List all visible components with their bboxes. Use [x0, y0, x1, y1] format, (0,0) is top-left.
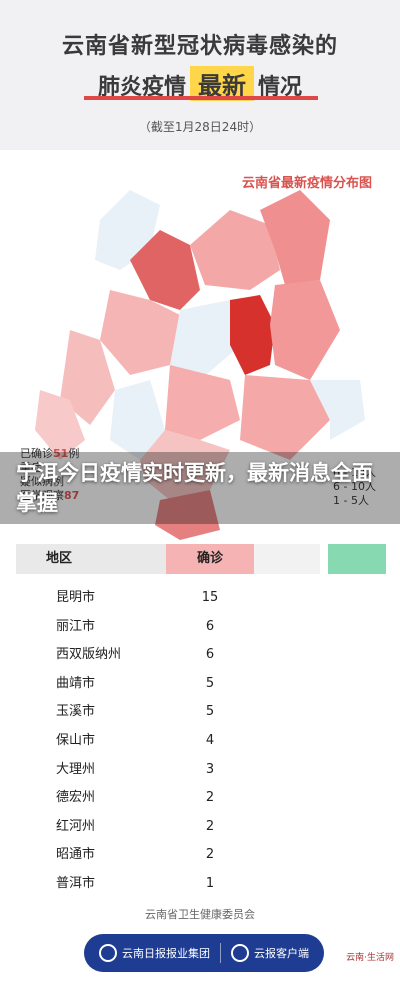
map-area: 云南省最新疫情分布图 [0, 150, 400, 540]
title-post: 情况 [258, 75, 303, 100]
table-row: 玉溪市 5 [16, 698, 386, 727]
table-row: 昭通市 2 [16, 841, 386, 870]
map-region-baoshan [60, 330, 115, 425]
count-cell: 1 [205, 875, 215, 891]
map-title: 云南省最新疫情分布图 [241, 176, 372, 191]
map-region-xishuangbanna [155, 490, 220, 540]
legend-left: 已确诊51例 重症 疑似病例 医学观察87 [20, 447, 79, 503]
region-cell: 保山市 [56, 732, 96, 748]
region-cell: 红河州 [56, 818, 96, 834]
map-region-wenshan [310, 380, 365, 440]
watermark: 云南·生活网 [346, 953, 394, 963]
map-region-north [190, 210, 280, 290]
map-region-lijiang [130, 230, 200, 310]
count-cell: 2 [205, 847, 215, 863]
table-row: 西双版纳州 6 [16, 641, 386, 670]
logo2-text: 云报客户端 [254, 947, 309, 960]
region-cell: 普洱市 [56, 875, 96, 891]
table-header: 地区 确诊 [16, 544, 386, 574]
region-cell: 昭通市 [56, 847, 96, 863]
region-cell: 昆明市 [56, 590, 96, 605]
count-cell: 3 [205, 761, 215, 777]
count-cell: 4 [205, 732, 215, 748]
map-region-zhaotong [260, 190, 330, 285]
table-row: 昆明市 15 [16, 584, 386, 613]
footer-org: 云南省卫生健康委员会 [145, 908, 255, 921]
legend-range1: 6 - 10人 [333, 466, 376, 479]
count-cell: 2 [205, 818, 215, 834]
count-cell: 6 [205, 618, 215, 634]
map-region-puer [140, 430, 230, 500]
header-gap [320, 544, 328, 574]
newspaper-logo-icon [99, 944, 117, 962]
header-blank2 [328, 544, 386, 574]
headline-overlay [0, 452, 400, 524]
logo-separator [220, 943, 221, 963]
map-region-dali [100, 290, 180, 375]
map-region-honghe [240, 375, 330, 460]
page-title-line2: 肺炎疫情 最新 情况 [0, 66, 400, 101]
table-row: 德宏州 2 [16, 784, 386, 813]
legend-suspected: 疑似病例 [20, 475, 64, 488]
province-map [35, 190, 365, 540]
legend-observation: 医学观察87 [20, 489, 80, 502]
page-header: 云南省新型冠状病毒感染的 肺炎疫情 最新 情况 （截至1月28日24时） [0, 0, 400, 150]
region-cell: 玉溪市 [56, 704, 96, 720]
legend-range3: 1 - 5人 [333, 494, 369, 507]
footer-logo-bar: 云南日报报业集团 云报客户端 [84, 934, 324, 972]
map-region-kunming [230, 295, 275, 375]
legend-confirmed: 已确诊51例 [20, 447, 80, 460]
headline-text[interactable]: 宁洱今日疫情实时更新，最新消息全面掌握 [16, 461, 373, 515]
map-region-dehong [35, 390, 85, 460]
header-blank1 [254, 544, 320, 574]
table-row: 大理州 3 [16, 756, 386, 785]
header-region: 地区 [16, 544, 166, 574]
table-body: 昆明市 15 丽江市 6 西双版纳州 6 曲靖市 5 玉溪市 5 保山市 4 大理州 3 德宏… [16, 584, 386, 899]
date-note: （截至1月28日24时） [138, 120, 262, 134]
title-pre: 肺炎疫情 [97, 75, 186, 100]
table-row: 曲靖市 5 [16, 670, 386, 699]
count-cell: 6 [205, 647, 215, 663]
map-region-qujing [270, 280, 340, 380]
legend-severe: 重症 [20, 461, 42, 474]
count-cell: 5 [205, 675, 215, 691]
app-logo-icon [231, 944, 249, 962]
title-underline [84, 96, 318, 100]
header-confirmed: 确诊 [166, 544, 254, 574]
table-row: 红河州 2 [16, 813, 386, 842]
map-region-yuxi [165, 365, 240, 440]
title-highlight: 最新 [190, 66, 254, 101]
table-row: 保山市 4 [16, 727, 386, 756]
legend-right: 6 - 10人 6 - 10人 1 - 5人 [333, 466, 376, 508]
map-region-chuxiong [170, 300, 235, 380]
region-cell: 曲靖市 [56, 675, 96, 691]
legend-range2: 6 - 10人 [333, 480, 376, 493]
page-title-line1: 云南省新型冠状病毒感染的 [61, 34, 338, 59]
count-cell: 15 [201, 590, 219, 605]
table-row: 普洱市 1 [16, 870, 386, 899]
logo1-text: 云南日报报业集团 [122, 947, 210, 960]
region-cell: 大理州 [56, 761, 96, 777]
region-cell: 德宏州 [56, 790, 96, 806]
count-cell: 5 [205, 704, 215, 720]
region-cell: 西双版纳州 [56, 647, 122, 663]
map-region-lincang [110, 380, 165, 460]
count-cell: 2 [205, 790, 215, 806]
region-cell: 丽江市 [56, 618, 96, 634]
table-row: 丽江市 6 [16, 613, 386, 642]
